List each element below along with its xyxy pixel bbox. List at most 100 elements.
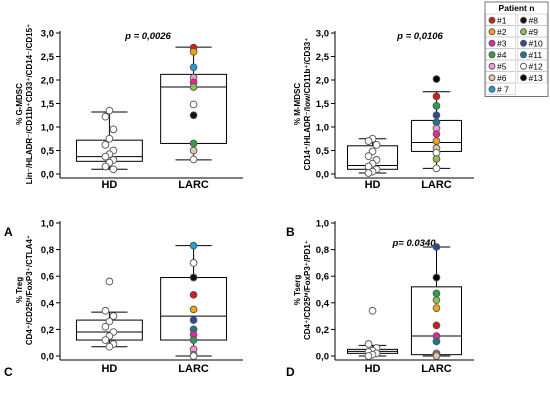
legend-cell [485, 82, 516, 95]
legend-label: #12 [529, 61, 543, 71]
y-tick-label: 0,2 [41, 325, 54, 336]
legend-swatch [488, 28, 496, 36]
data-point [101, 141, 110, 149]
data-point [189, 259, 198, 267]
data-point [364, 152, 373, 160]
legend-label: #5 [497, 61, 507, 71]
data-point [105, 134, 114, 143]
data-point [189, 316, 198, 324]
legend-swatch [488, 51, 496, 59]
group-larc: LARC [160, 43, 228, 191]
category-label: LARC [178, 363, 209, 375]
legend-cell [517, 71, 548, 84]
data-point [101, 306, 110, 315]
data-point [432, 155, 441, 163]
data-point [372, 141, 381, 149]
y-axis-label: % M-MDSCCD14⁺/HLADR⁻/low/CD11b⁺/CD33⁺ [293, 38, 312, 171]
legend-swatch [488, 85, 496, 93]
data-point [432, 289, 441, 298]
y-axis-label-line2: CD4⁺/CD25ʰⁱ/FoxP3⁺/CTLA4⁺ [25, 235, 34, 345]
y-tick-label: 0,8 [41, 245, 54, 256]
y-axis-label: % TregCD4⁺/CD25ʰⁱ/FoxP3⁺/CTLA4⁺ [15, 235, 34, 345]
panel-letter: B [286, 225, 295, 239]
y-tick-label: 0,0 [316, 352, 329, 363]
y-axis-label-line1: % M-MDSC [293, 83, 302, 125]
panel-letter: A [4, 225, 13, 239]
legend-title: Patient n [499, 3, 535, 13]
data-point [432, 304, 441, 312]
y-tick-label: 0,0 [41, 352, 54, 363]
panel-a: 0,0 0,5 1,0 1,5 2,0 2,5 3,0 % G-MDSCLin⁻/HLADR⁻… [4, 24, 243, 239]
data-point [432, 92, 441, 101]
data-point [101, 336, 110, 344]
legend-swatch [488, 74, 496, 82]
panel-letter: C [4, 365, 13, 379]
p-value-annotation: p= 0.0340 [391, 238, 436, 249]
y-tick-label: 0,4 [41, 298, 55, 309]
data-point [432, 111, 441, 120]
y-tick-label: 2,5 [41, 52, 55, 63]
y-axis-label-line1: % G-MDSC [15, 83, 24, 125]
y-tick-label: 1,5 [316, 99, 330, 110]
legend-swatch [520, 39, 527, 47]
data-point [432, 321, 441, 330]
y-tick-label: 2,5 [316, 52, 330, 63]
legend-label: #3 [497, 38, 507, 48]
data-point [432, 101, 441, 110]
legend-frame [484, 1, 549, 97]
data-point [189, 146, 198, 155]
legend-swatch [520, 62, 527, 70]
data-point [364, 169, 373, 177]
data-point [189, 241, 198, 250]
data-point [364, 137, 373, 145]
legend-label: #8 [529, 15, 539, 25]
data-point [432, 337, 441, 346]
y-tick-label: 0,0 [41, 170, 54, 181]
data-point [432, 137, 441, 145]
p-value-annotation: p = 0,0106 [396, 31, 443, 42]
legend-swatch [520, 16, 527, 24]
y-axis-label-line2: CD4⁺/CD25ʰⁱ/FoxP3⁺/PD1⁺ [303, 240, 312, 340]
y-tick-label: 3,0 [316, 29, 329, 40]
y-tick-label: 0,6 [41, 272, 54, 283]
y-axis-label: % TsergCD4⁺/CD25ʰⁱ/FoxP3⁺/PD1⁺ [293, 240, 312, 340]
y-tick-label: 1,0 [316, 219, 329, 230]
category-label: HD [365, 179, 381, 191]
data-point [189, 352, 198, 360]
legend-swatch [520, 28, 527, 36]
data-point [109, 125, 118, 134]
y-axis-label-line2: CD14⁺/HLADR⁻/low/CD11b⁺/CD33⁺ [303, 38, 312, 171]
legend-label: #9 [529, 27, 539, 37]
legend-swatch [488, 39, 496, 47]
legend-label: #13 [529, 73, 543, 83]
legend-label: # 7 [497, 84, 509, 94]
category-label: HD [101, 179, 117, 191]
group-larc: LARC [410, 243, 462, 375]
y-tick-label: 3,0 [41, 29, 54, 40]
data-point [432, 273, 441, 282]
y-tick-label: 2,0 [41, 76, 54, 87]
data-point [364, 352, 373, 360]
y-axis-label-line2: Lin⁻/HLADR⁻/CD11b⁺CD33⁺/CD14⁻/CD15⁺ [25, 24, 34, 184]
data-point [101, 322, 110, 331]
legend-swatch [520, 74, 527, 82]
panel-letter: D [286, 365, 295, 379]
group-hd: HD [347, 306, 399, 375]
legend-label: #1 [497, 15, 507, 25]
category-label: HD [101, 363, 117, 375]
data-point [432, 164, 441, 173]
group-hd: HD [75, 277, 143, 375]
data-point [105, 277, 114, 286]
legend-swatch [488, 62, 496, 70]
legend-swatch [488, 16, 496, 24]
category-label: LARC [421, 179, 452, 191]
category-label: LARC [178, 179, 209, 191]
panel-c: 0,0 0,2 0,4 0,6 0,8 1,0 % TregCD4⁺/CD25ʰⁱ/FoxP… [4, 219, 243, 379]
data-point [189, 273, 198, 282]
legend-label: #2 [497, 27, 507, 37]
data-point [189, 83, 198, 91]
data-point [101, 162, 110, 171]
y-tick-label: 1,0 [41, 123, 54, 134]
category-label: HD [365, 363, 381, 375]
